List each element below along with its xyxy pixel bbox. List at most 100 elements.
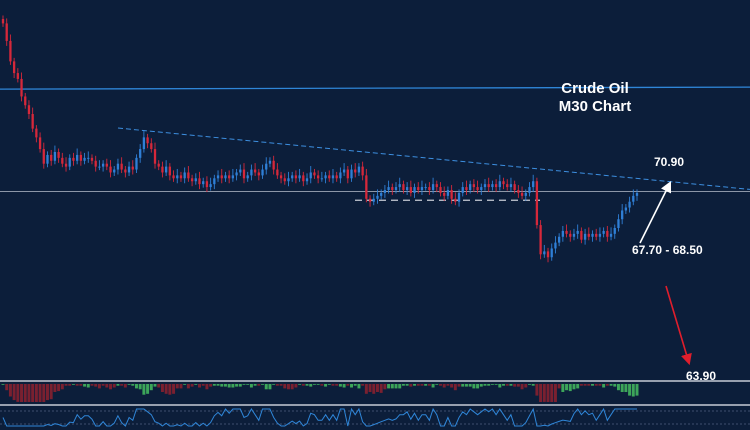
candle-body [31,114,34,129]
macd-bar [591,384,594,386]
macd-bar [579,384,583,386]
macd-bar [635,384,639,396]
macd-bar [520,384,524,390]
candle-body [20,78,23,97]
candle-body [276,169,279,176]
macd-bar [1,384,5,385]
macd-bar [94,384,98,387]
macd-bar [227,384,231,388]
descending-trendline [117,127,750,190]
macd-bar [468,384,472,387]
macd-bar [34,384,38,402]
candle-body [298,175,301,179]
macd-bar [71,384,75,385]
candle-body [328,175,331,179]
candle-body [465,187,468,190]
candle-body [506,184,509,188]
candle-body [354,169,357,173]
indicator-panel-2-background [0,406,750,430]
candle-body [494,184,498,188]
macd-bar [602,384,606,388]
macd-bar [409,384,413,387]
candle-body [439,187,442,193]
candle-body [235,172,238,176]
candle-body [205,181,209,188]
range-label: 67.70 - 68.50 [632,243,703,257]
macd-bar [383,384,387,390]
candle-body [413,187,416,193]
macd-bar [524,384,528,388]
candle-body [287,178,290,182]
macd-bar [320,384,324,386]
macd-bar [209,384,213,387]
macd-bar [557,384,561,389]
macd-bar [387,384,391,389]
macd-bar [431,384,435,388]
macd-bar [294,384,298,388]
macd-bar [401,384,405,386]
macd-bar [186,384,190,389]
macd-bar [268,384,272,390]
macd-bar [298,384,302,385]
candle-body [595,233,598,237]
macd-bar [183,384,187,385]
macd-bar [60,384,64,390]
candle-body [428,187,431,190]
candle-body [35,128,38,138]
candle-body [57,152,60,158]
candle-body [420,187,424,190]
macd-bar [372,384,376,394]
macd-bar [8,384,12,397]
macd-bar [301,384,305,386]
macd-bar [353,384,357,386]
candlestick-series [1,15,639,263]
candle-body [572,233,576,237]
macd-bar [568,384,572,392]
candle-body [543,251,546,255]
candle-body [42,149,45,164]
candle-body [394,187,398,190]
macd-bar [179,384,183,389]
macd-bar [346,384,350,386]
candle-body [46,154,49,164]
macd-bar [175,384,179,389]
macd-bar [83,384,87,387]
macd-bar [483,384,487,386]
candle-body [617,219,620,228]
candle-body [53,152,57,161]
candle-body [216,175,220,179]
macd-bar [550,384,554,402]
macd-bar [628,384,632,396]
candle-body [150,143,153,150]
macd-bar [305,384,309,386]
macd-bar [605,384,609,386]
candle-body [357,166,361,173]
candle-body [342,169,346,173]
macd-bar [160,384,164,392]
macd-bar [416,384,420,386]
macd-bar [479,384,483,387]
candle-body [350,169,353,179]
candle-body [476,187,479,190]
macd-bar [231,384,235,388]
macd-bar [216,384,220,386]
indicator-panel-2-gridlines [0,410,750,425]
macd-bar [153,384,157,387]
candle-body [409,187,412,193]
macd-bar [105,384,109,388]
candle-body [272,160,275,170]
macd-bar [342,384,346,388]
upper-target-label: 70.90 [654,155,684,169]
candle-body [316,175,320,179]
macd-bar [42,384,46,402]
macd-bar [201,384,205,386]
macd-bar [616,384,620,391]
macd-bar [539,384,543,402]
candle-body [228,175,231,179]
candle-body [268,160,272,164]
macd-bar [427,384,431,386]
candle-body [9,40,12,62]
macd-bar [272,384,276,385]
candle-body [194,178,197,182]
macd-bar [361,384,365,386]
